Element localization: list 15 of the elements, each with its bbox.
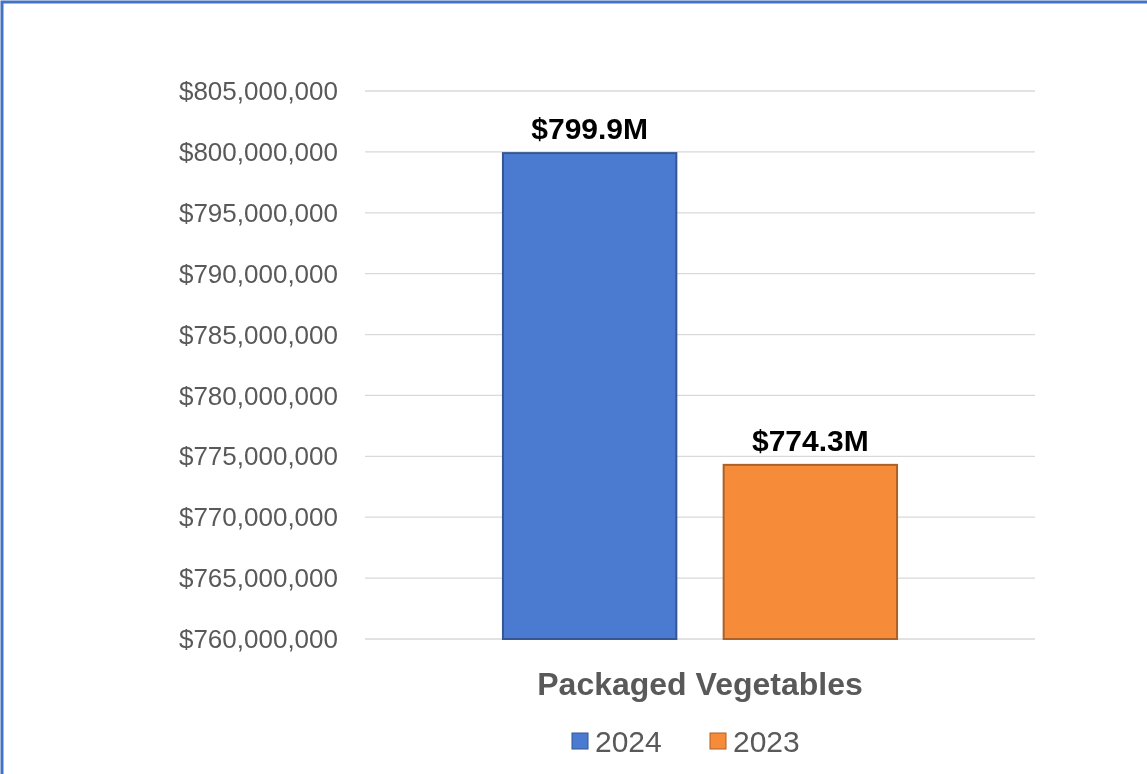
y-tick-label: $800,000,000 — [178, 136, 338, 167]
legend-label: 2024 — [595, 724, 662, 758]
legend-label: 2023 — [733, 724, 800, 758]
y-tick-label: $790,000,000 — [178, 258, 338, 289]
y-tick-label: $785,000,000 — [178, 319, 338, 350]
y-tick-label: $805,000,000 — [178, 76, 338, 107]
y-tick-label: $795,000,000 — [178, 197, 338, 228]
data-label: $774.3M — [751, 423, 869, 457]
y-tick-label: $775,000,000 — [178, 441, 338, 472]
y-tick-label: $760,000,000 — [178, 624, 338, 655]
data-label: $799.9M — [531, 112, 649, 146]
x-tick-label: Packaged Vegetables — [537, 666, 863, 702]
y-tick-label: $780,000,000 — [178, 380, 338, 411]
y-tick-label: $770,000,000 — [178, 502, 338, 533]
y-tick-label: $765,000,000 — [178, 563, 338, 594]
